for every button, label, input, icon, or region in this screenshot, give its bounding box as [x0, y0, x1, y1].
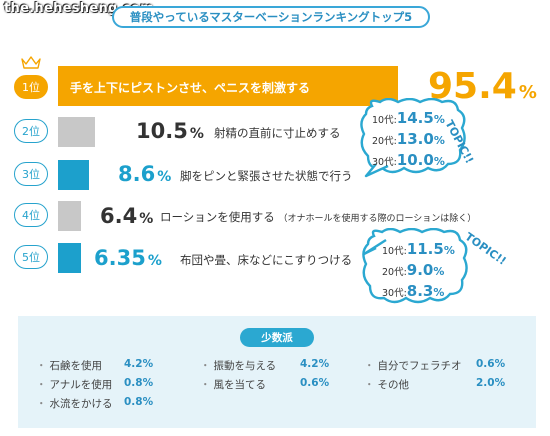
desc-rank-1: 手を上下にピストンさせ、ペニスを刺激する	[70, 81, 311, 95]
minority-item: ・石鹸を使用	[36, 360, 102, 372]
topic-row: 20代:9.0%	[382, 261, 445, 279]
bar-rank-1	[58, 66, 398, 106]
minority-item: ・水流をかける	[36, 398, 113, 410]
value-rank-5: 6.35%	[94, 246, 162, 270]
topic-bubble-1	[360, 98, 466, 178]
minority-value: 0.8%	[124, 377, 154, 389]
desc-rank-4: ローションを使用する （オナホールを使用する際のローションは除く）	[160, 210, 477, 224]
topic-row: 20代:13.0%	[372, 130, 445, 148]
rank-badge-2: 2位	[14, 119, 48, 143]
value-rank-4: 6.4%	[100, 204, 154, 228]
bar-rank-3	[58, 160, 89, 190]
minority-value: 0.8%	[124, 396, 154, 408]
desc-rank-5: 布団や畳、床などにこすりつける	[180, 253, 353, 267]
minority-item: ・アナルを使用	[36, 379, 113, 391]
rank-badge-1: 1位	[14, 75, 48, 99]
crown-icon	[21, 56, 41, 69]
minority-value: 0.6%	[300, 377, 330, 389]
bar-rank-4	[58, 201, 81, 231]
topic-row: 10代:11.5%	[382, 240, 455, 258]
rank-badge-5: 5位	[14, 245, 48, 269]
topic-bubble-2	[362, 228, 468, 304]
minority-panel: 少数派 ・石鹸を使用 4.2% ・振動を与える 4.2% ・自分でフェラチオ 0…	[18, 316, 536, 428]
minority-item: ・振動を与える	[200, 360, 277, 372]
value-rank-3: 8.6%	[118, 162, 172, 186]
minority-item: ・自分でフェラチオ	[364, 360, 462, 372]
bar-rank-5	[58, 243, 81, 273]
topic-rows-1: 10代:14.5% 20代:13.0% 30代:10.0%	[372, 109, 445, 172]
rank-badge-3: 3位	[14, 162, 48, 186]
minority-value: 2.0%	[476, 377, 506, 389]
topic-row: 30代:10.0%	[372, 151, 445, 169]
value-rank-2: 10.5%	[136, 119, 204, 143]
minority-value: 4.2%	[124, 358, 154, 370]
topic-row: 30代:8.3%	[382, 282, 445, 300]
page-title: 普段やっているマスターベーションランキングトップ5	[112, 6, 430, 28]
bar-rank-2	[58, 117, 96, 147]
topic-rows-2: 10代:11.5% 20代:9.0% 30代:8.3%	[382, 240, 455, 303]
minority-item: ・風を当てる	[200, 379, 266, 391]
topic-row: 10代:14.5%	[372, 109, 445, 127]
value-rank-1: 95.4%	[428, 66, 537, 107]
rank-badge-4: 4位	[14, 203, 48, 227]
minority-value: 4.2%	[300, 358, 330, 370]
minority-value: 0.6%	[476, 358, 506, 370]
desc-rank-2: 射精の直前に寸止めする	[214, 126, 341, 140]
minority-item: ・その他	[364, 379, 409, 391]
minority-title: 少数派	[240, 328, 314, 347]
desc-rank-3: 脚をピンと緊張させた状態で行う	[180, 169, 353, 183]
